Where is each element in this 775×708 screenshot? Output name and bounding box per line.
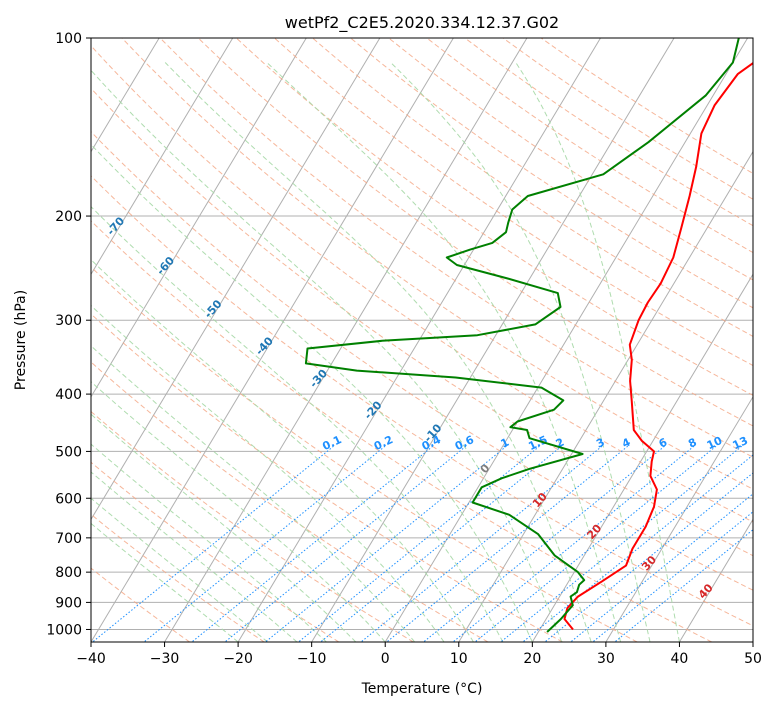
isotherm-gridline [91,38,381,521]
x-tick-label: 30 [597,651,615,667]
mixing-ratio-label: 10 [705,434,725,452]
chart-title: wetPf2_C2E5.2020.334.12.37.G02 [285,13,559,33]
moist-adiabat [91,345,415,642]
dry-adiabat [91,45,753,523]
isotherm-gridline [605,395,753,642]
dry-adiabat [274,38,753,367]
dry-adiabat [121,38,753,490]
dry-adiabat [235,38,753,396]
moist-adiabat [91,381,386,642]
isotherm-gridline [531,273,753,642]
y-tick-label: 200 [55,209,82,225]
moist-adiabat [91,304,445,642]
y-tick-label: 900 [55,595,82,611]
moist-adiabat [91,471,298,642]
plot-layer: 0.10.20.40.611.52346810131620253036-100-… [91,38,753,642]
moist-adiabat [390,62,651,642]
y-tick-label: 500 [55,444,82,460]
y-tick-label: 700 [55,531,82,547]
x-tick-label: 10 [450,651,468,667]
isotherm-gridline [91,38,234,276]
x-tick-label: 40 [671,651,689,667]
isotherm-gridline [164,38,528,642]
x-axis-label: Temperature (°C) [361,681,483,697]
x-tick-label: 50 [744,651,762,667]
dry-adiabat [91,361,489,642]
x-tick-label: −30 [150,651,180,667]
y-tick-label: 400 [55,387,82,403]
dry-adiabat [91,410,414,642]
dewpoint-profile [304,38,740,633]
x-tick-label: −10 [297,651,327,667]
dry-adiabat [91,175,753,627]
isotherm-gridline [384,38,749,642]
moist-adiabat [91,143,533,642]
dry-adiabat [91,131,753,591]
moist-adiabat [91,259,474,642]
dry-adiabat [91,87,753,557]
moist-adiabat [91,205,504,642]
moist-adiabat [515,62,680,642]
dry-adiabat [91,266,638,642]
x-tick-label: 0 [381,651,390,667]
dry-adiabat [91,220,713,642]
moist-adiabat [91,413,357,642]
isotherm-gridline [458,150,753,642]
isotherm-gridline [237,38,601,642]
mixing-ratio-label: 13 [731,434,750,452]
y-axis-label: Pressure (hPa) [13,290,29,390]
y-tick-label: 100 [55,31,82,47]
isotherm-gridline [679,518,753,642]
moist-adiabat [164,62,592,642]
y-tick-label: 300 [55,313,82,329]
dry-adiabat [91,513,265,642]
y-tick-label: 1000 [46,622,82,638]
moist-adiabat [91,497,268,642]
moist-adiabat [266,62,622,642]
moist-adiabat [91,522,239,642]
temperature-profile [563,61,753,631]
x-tick-label: −20 [223,651,253,667]
dry-adiabat [91,313,563,642]
isotherm-gridline [91,38,160,153]
axes-layer: −40 −30 −20 −10 0 10 20 30 40 50 100 200 300 400 500 60… [46,31,762,667]
y-tick-label: 600 [55,491,82,507]
x-tick-label: 20 [523,651,541,667]
x-tick-label: −40 [76,651,106,667]
moist-adiabat [91,69,563,642]
plot-frame [90,37,754,643]
dry-adiabat [91,461,340,642]
isotherm-gridline [91,38,307,398]
y-tick-label: 800 [55,565,82,581]
isotherm-gridline [91,38,454,642]
